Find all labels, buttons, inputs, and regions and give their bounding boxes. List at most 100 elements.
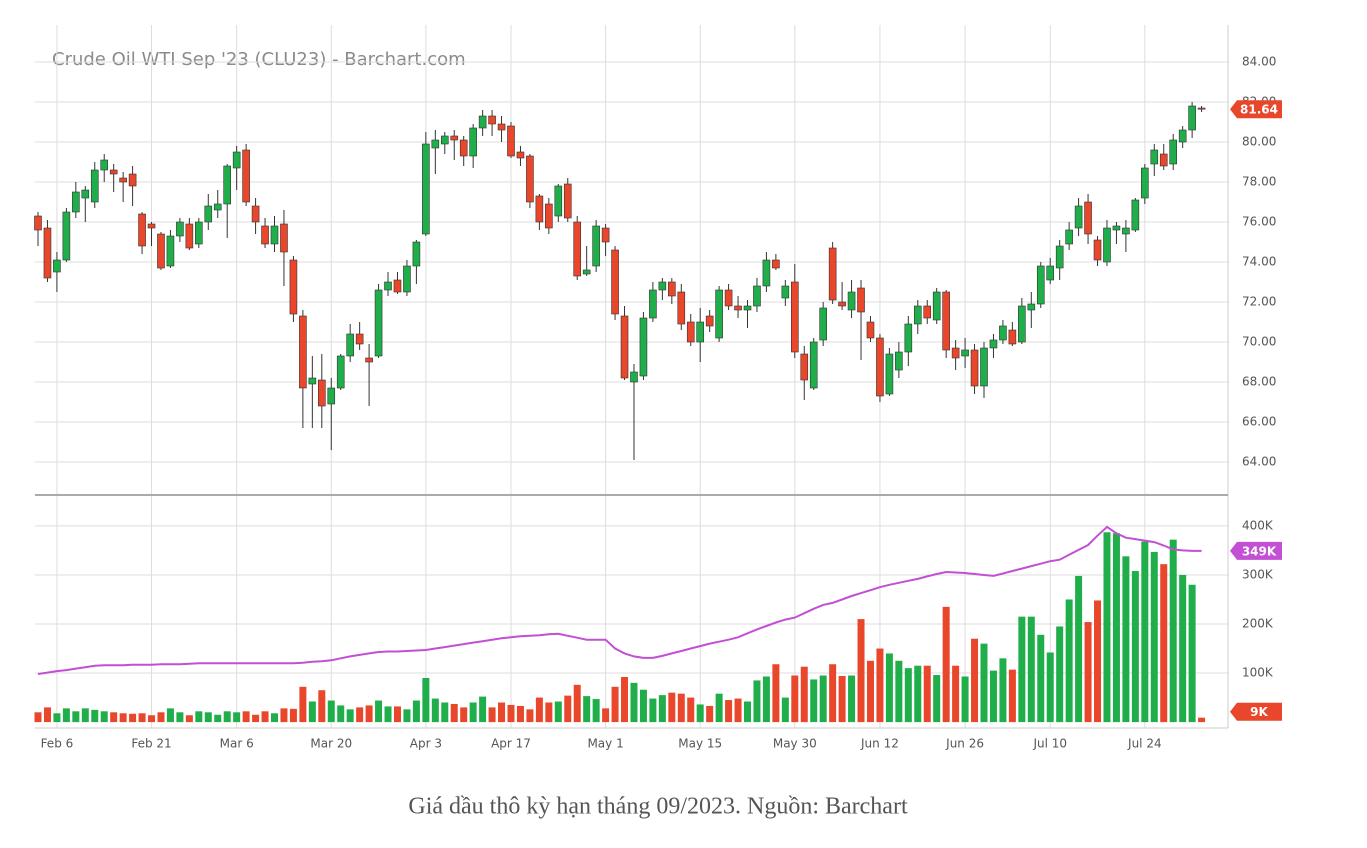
y-tick-label: 76.00 [1242, 215, 1276, 229]
candle-body [119, 177, 127, 183]
volume-bar [119, 713, 127, 723]
volume-bar [1037, 634, 1045, 723]
x-tick-label: Jun 26 [945, 737, 984, 751]
candle-body [1065, 229, 1073, 245]
volume-bar [904, 668, 912, 723]
y-tick-label: 74.00 [1242, 255, 1276, 269]
candle-body [828, 247, 837, 301]
volume-bar [148, 715, 156, 723]
y-tick-label: 300K [1242, 567, 1274, 581]
volume-bar [1094, 600, 1102, 723]
candle-body [611, 249, 619, 315]
volume-bar [318, 690, 326, 723]
candle-body [1084, 201, 1092, 235]
volume-bar [715, 693, 723, 723]
candle-body [1055, 245, 1064, 269]
candle-body [961, 349, 969, 357]
volume-bar [980, 643, 988, 723]
candle-body [488, 115, 496, 125]
volume-bar [791, 675, 799, 723]
candle-body [743, 305, 752, 311]
volume-bar [129, 713, 137, 723]
volume-bar [1008, 669, 1016, 723]
volume-bar [668, 692, 676, 723]
volume-bar [1112, 533, 1120, 723]
volume-bar [261, 711, 269, 723]
volume-last-label-box [1230, 702, 1282, 721]
volume-bar [1046, 652, 1054, 723]
volume-bar [706, 705, 714, 723]
volume-bar [933, 675, 941, 723]
candle-body [526, 155, 534, 203]
candle-body [53, 259, 61, 273]
y-tick-label: 100K [1242, 666, 1274, 680]
y-tick-label: 78.00 [1242, 175, 1276, 189]
candle-body [942, 291, 950, 351]
volume-bar [479, 696, 487, 723]
volume-bar [989, 670, 997, 723]
caption: Giá dầu thô kỳ hạn tháng 09/2023. Nguồn:… [408, 794, 908, 820]
volume-bar [639, 689, 647, 723]
candle-body [90, 169, 99, 203]
volume-bar [1188, 584, 1196, 723]
x-tick-label: May 15 [678, 737, 722, 751]
candle-body [1036, 265, 1045, 305]
volume-bar [1065, 599, 1073, 723]
candle-body [223, 165, 231, 205]
candle-body [658, 281, 667, 291]
candle-body [705, 315, 714, 327]
ma-last-label-box [1230, 541, 1282, 560]
volume-bar [838, 676, 846, 723]
candle-body [176, 221, 184, 237]
volume-bar [725, 700, 733, 723]
volume-bar [289, 708, 297, 723]
candle-body [289, 259, 298, 315]
candle-body [204, 205, 213, 223]
x-tick-label: May 30 [773, 737, 817, 751]
candle-body [1131, 199, 1140, 231]
volume-bar [1150, 551, 1158, 723]
last-price-label-box [1230, 100, 1282, 119]
volume-bar [1131, 571, 1139, 723]
volume-bar [100, 711, 108, 723]
volume-bar [762, 676, 770, 723]
volume-bar [233, 712, 241, 723]
volume-bar [583, 696, 591, 723]
volume-last-label: 9K [1250, 705, 1268, 719]
volume-bar [1056, 626, 1064, 723]
candle-body [620, 315, 629, 379]
volume-bar [1027, 616, 1035, 723]
x-tick-label: Jul 24 [1127, 737, 1162, 751]
volume-bar [573, 684, 581, 723]
volume-bar [923, 665, 931, 723]
volume-bar [658, 695, 666, 723]
volume-bar [81, 708, 89, 723]
volume-bar [895, 660, 903, 723]
candle-body [516, 151, 525, 159]
volume-bar [848, 675, 856, 723]
candle-body [913, 305, 922, 325]
candle-body [762, 259, 771, 287]
candle-body [1197, 107, 1206, 110]
volume-bar [914, 665, 922, 723]
volume-bar [734, 698, 742, 723]
candle-body [100, 159, 109, 171]
candle-body [885, 353, 894, 395]
candle-body [469, 127, 477, 157]
volume-bar [554, 701, 562, 723]
volume-bar [1160, 564, 1168, 723]
candle-body [62, 211, 71, 261]
x-tick-label: May 1 [587, 737, 623, 751]
candle-body [450, 135, 459, 141]
volume-bar [110, 712, 118, 723]
volume-bar [62, 708, 70, 723]
volume-bar [1084, 622, 1092, 723]
candle-body [573, 221, 582, 277]
candle-body [317, 379, 326, 407]
candle-body [1046, 265, 1055, 281]
candle-body [213, 203, 222, 211]
volume-bar [308, 701, 316, 723]
candle-body [809, 341, 818, 389]
volume-bar [621, 676, 629, 723]
y-tick-label: 70.00 [1242, 335, 1276, 349]
